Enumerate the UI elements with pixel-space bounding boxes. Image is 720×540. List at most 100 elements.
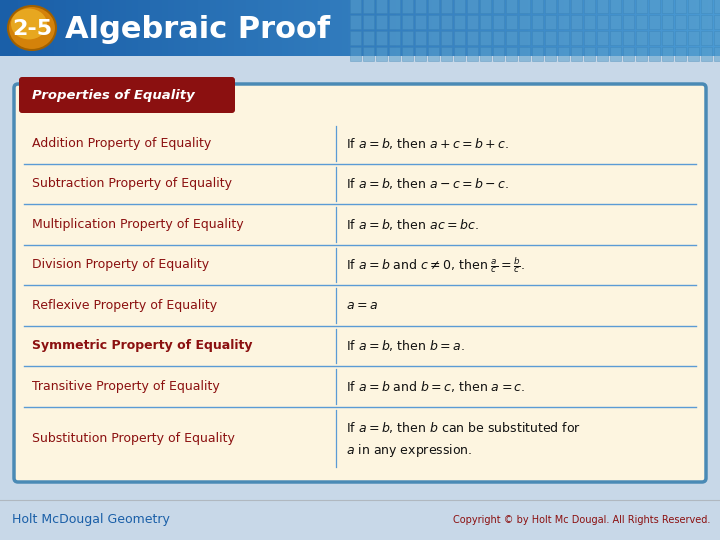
Bar [376, 31, 387, 45]
Bar [545, 15, 556, 29]
Bar [258, 0, 265, 56]
Bar [662, 0, 673, 13]
FancyBboxPatch shape [14, 84, 706, 482]
Bar [636, 47, 647, 61]
Bar [623, 47, 634, 61]
Bar [519, 15, 530, 29]
Bar [336, 0, 343, 56]
Bar [584, 0, 595, 13]
Text: Symmetric Property of Equality: Symmetric Property of Equality [32, 339, 253, 352]
Text: Substitution Property of Equality: Substitution Property of Equality [32, 432, 235, 445]
Bar [486, 0, 493, 56]
Bar [432, 0, 439, 56]
Bar [649, 0, 660, 13]
Bar [506, 0, 517, 13]
Bar [678, 0, 685, 56]
Bar [389, 31, 400, 45]
Bar [675, 31, 686, 45]
Bar [648, 0, 655, 56]
Bar [402, 47, 413, 61]
Bar [594, 0, 601, 56]
Bar [610, 31, 621, 45]
Bar [454, 0, 465, 13]
Text: $a$ in any expression.: $a$ in any expression. [346, 442, 472, 460]
Bar [597, 15, 608, 29]
Text: If $a = b$ and $b = c$, then $a = c$.: If $a = b$ and $b = c$, then $a = c$. [346, 379, 526, 394]
Bar [702, 0, 709, 56]
Bar [636, 0, 647, 13]
Bar [546, 0, 553, 56]
Bar [714, 0, 720, 13]
Bar [66, 0, 73, 56]
Bar [312, 0, 319, 56]
Bar [0, 0, 7, 56]
Bar [12, 0, 19, 56]
Bar [428, 31, 439, 45]
Bar [516, 0, 523, 56]
Bar [60, 0, 67, 56]
Bar [714, 0, 720, 56]
Ellipse shape [8, 6, 56, 50]
Bar [564, 0, 571, 56]
Bar [402, 15, 413, 29]
Bar [534, 0, 541, 56]
Text: Properties of Equality: Properties of Equality [32, 90, 194, 103]
Bar [688, 0, 699, 13]
Bar [428, 15, 439, 29]
Bar [480, 47, 491, 61]
Bar [597, 47, 608, 61]
Bar [363, 47, 374, 61]
Bar [350, 15, 361, 29]
Text: Copyright © by Holt Mc Dougal. All Rights Reserved.: Copyright © by Holt Mc Dougal. All Right… [453, 515, 710, 525]
Bar [324, 0, 331, 56]
Bar [372, 0, 379, 56]
Bar [532, 31, 543, 45]
Bar [545, 31, 556, 45]
Bar [348, 0, 355, 56]
Bar [84, 0, 91, 56]
Bar [522, 0, 529, 56]
Bar [467, 47, 478, 61]
Bar [350, 31, 361, 45]
Bar [138, 0, 145, 56]
Bar [623, 0, 634, 13]
Bar [498, 0, 505, 56]
Bar [108, 0, 115, 56]
Bar [456, 0, 463, 56]
Bar [675, 15, 686, 29]
Bar [180, 0, 187, 56]
Bar [384, 0, 391, 56]
Bar [168, 0, 175, 56]
Bar [623, 31, 634, 45]
Bar [493, 15, 504, 29]
Bar [688, 15, 699, 29]
Bar [441, 0, 452, 13]
Bar [558, 47, 569, 61]
Bar [649, 31, 660, 45]
Bar [300, 0, 307, 56]
Bar [636, 15, 647, 29]
Bar [570, 0, 577, 56]
Bar [96, 0, 103, 56]
Bar [582, 0, 589, 56]
Bar [414, 0, 421, 56]
Bar [120, 0, 127, 56]
Bar [714, 47, 720, 61]
Bar [519, 0, 530, 13]
Bar [415, 31, 426, 45]
Text: Multiplication Property of Equality: Multiplication Property of Equality [32, 218, 243, 231]
Bar [528, 0, 535, 56]
Text: If $a = b$, then $b$ can be substituted for: If $a = b$, then $b$ can be substituted … [346, 420, 581, 435]
Bar [450, 0, 457, 56]
Text: Holt McDougal Geometry: Holt McDougal Geometry [12, 514, 170, 526]
Bar [350, 47, 361, 61]
Bar [666, 0, 673, 56]
Bar [708, 0, 715, 56]
Bar [571, 31, 582, 45]
Bar [610, 47, 621, 61]
Bar [467, 15, 478, 29]
Bar [441, 47, 452, 61]
Bar [428, 0, 439, 13]
Bar [444, 0, 451, 56]
Bar [90, 0, 97, 56]
